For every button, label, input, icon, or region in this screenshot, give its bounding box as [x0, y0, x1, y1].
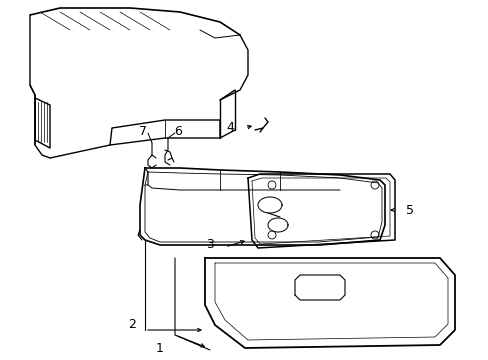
Text: 7: 7: [139, 125, 147, 138]
Text: 5: 5: [405, 203, 413, 216]
Text: 4: 4: [225, 121, 233, 134]
Text: 3: 3: [205, 238, 214, 251]
Text: 6: 6: [174, 125, 182, 138]
Text: 2: 2: [128, 319, 136, 332]
Text: 1: 1: [156, 342, 163, 355]
